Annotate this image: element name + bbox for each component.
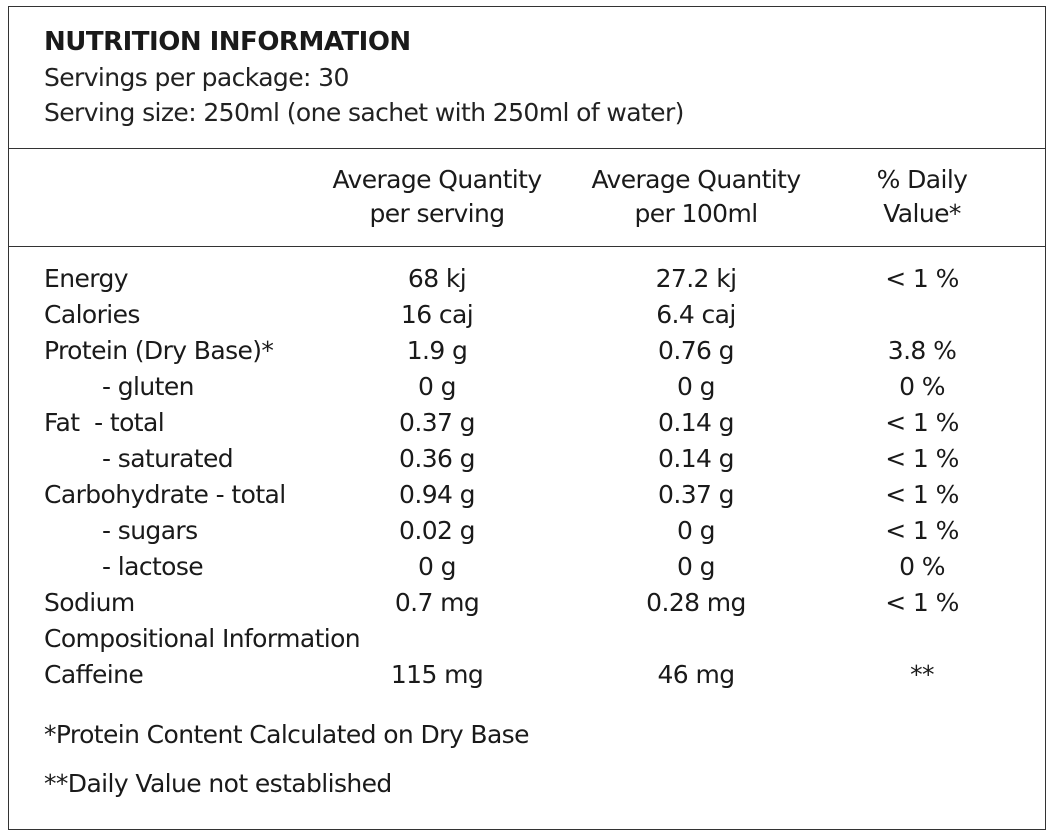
table-row-saturated: - saturated 0.36 g 0.14 g < 1 %: [9, 441, 1045, 477]
panel-title: NUTRITION INFORMATION: [44, 27, 411, 57]
value-per-serving: 115 mg: [390, 660, 484, 689]
serving-size: Serving size: 250ml (one sachet with 250…: [44, 98, 684, 127]
value-daily: **: [910, 660, 934, 689]
value-daily: < 1 %: [885, 480, 959, 509]
column-header-per-100ml: Average Quantity per 100ml: [581, 163, 811, 231]
section-label: Compositional Information: [44, 624, 361, 653]
column-header-line: Average Quantity: [332, 165, 542, 194]
nutrient-label: - sugars: [102, 516, 198, 545]
table-row-sodium: Sodium 0.7 mg 0.28 mg < 1 %: [9, 585, 1045, 621]
value-per-serving: 0.37 g: [399, 408, 475, 437]
value-per-100ml: 0 g: [677, 372, 716, 401]
value-per-100ml: 0.76 g: [658, 336, 734, 365]
table-row-fat-total: Fat - total 0.37 g 0.14 g < 1 %: [9, 405, 1045, 441]
footnote-daily-value: **Daily Value not established: [44, 769, 392, 798]
nutrition-panel: NUTRITION INFORMATION Servings per packa…: [8, 6, 1046, 830]
value-daily: < 1 %: [885, 588, 959, 617]
table-row-protein: Protein (Dry Base)* 1.9 g 0.76 g 3.8 %: [9, 333, 1045, 369]
table-row-caffeine: Caffeine 115 mg 46 mg **: [9, 657, 1045, 693]
nutrient-label: Protein (Dry Base)*: [44, 336, 274, 365]
value-per-serving: 0 g: [418, 552, 457, 581]
table-row-compositional-heading: Compositional Information: [9, 621, 1045, 657]
value-per-serving: 1.9 g: [406, 336, 468, 365]
value-per-serving: 0.7 mg: [394, 588, 480, 617]
value-per-100ml: 46 mg: [657, 660, 736, 689]
panel-header: NUTRITION INFORMATION Servings per packa…: [9, 7, 1045, 149]
table-row-gluten: - gluten 0 g 0 g 0 %: [9, 369, 1045, 405]
value-per-serving: 0.36 g: [399, 444, 475, 473]
value-per-100ml: 0.28 mg: [646, 588, 746, 617]
column-header-row: Average Quantity per serving Average Qua…: [9, 149, 1045, 247]
nutrient-label: Carbohydrate - total: [44, 480, 286, 509]
value-per-serving: 0.02 g: [399, 516, 475, 545]
value-daily: 0 %: [899, 552, 945, 581]
column-header-line: % Daily: [876, 165, 968, 194]
nutrient-label: - lactose: [102, 552, 204, 581]
value-daily: < 1 %: [885, 264, 959, 293]
nutrient-label: - saturated: [102, 444, 234, 473]
nutrient-label: - gluten: [102, 372, 194, 401]
column-header-line: Value*: [883, 199, 961, 228]
footnote-protein: *Protein Content Calculated on Dry Base: [44, 720, 529, 749]
nutrient-label: Energy: [44, 264, 129, 293]
table-row-sugars: - sugars 0.02 g 0 g < 1 %: [9, 513, 1045, 549]
nutrient-label: Fat - total: [44, 408, 165, 437]
table-row-lactose: - lactose 0 g 0 g 0 %: [9, 549, 1045, 585]
column-header-line: per serving: [369, 199, 505, 228]
value-daily: < 1 %: [885, 408, 959, 437]
value-per-100ml: 0 g: [677, 516, 716, 545]
column-header-per-serving: Average Quantity per serving: [322, 163, 552, 231]
value-per-100ml: 0.14 g: [658, 444, 734, 473]
servings-per-package: Servings per package: 30: [44, 63, 349, 92]
value-daily: 0 %: [899, 372, 945, 401]
table-row-carbohydrate: Carbohydrate - total 0.94 g 0.37 g < 1 %: [9, 477, 1045, 513]
value-daily: < 1 %: [885, 444, 959, 473]
value-per-100ml: 0.37 g: [658, 480, 734, 509]
value-per-serving: 68 kj: [407, 264, 467, 293]
value-per-100ml: 0.14 g: [658, 408, 734, 437]
column-header-line: Average Quantity: [591, 165, 801, 194]
value-daily: 3.8 %: [887, 336, 957, 365]
value-per-100ml: 27.2 kj: [655, 264, 737, 293]
table-row-calories: Calories 16 caj 6.4 caj: [9, 297, 1045, 333]
nutrient-label: Sodium: [44, 588, 135, 617]
nutrient-label: Caffeine: [44, 660, 144, 689]
column-header-line: per 100ml: [634, 199, 758, 228]
nutrient-table: Energy 68 kj 27.2 kj < 1 % Calories 16 c…: [9, 261, 1045, 693]
nutrient-label: Calories: [44, 300, 140, 329]
value-per-100ml: 0 g: [677, 552, 716, 581]
column-header-daily-value: % Daily Value*: [852, 163, 992, 231]
value-daily: < 1 %: [885, 516, 959, 545]
value-per-serving: 0 g: [418, 372, 457, 401]
table-row-energy: Energy 68 kj 27.2 kj < 1 %: [9, 261, 1045, 297]
value-per-serving: 16 caj: [400, 300, 474, 329]
value-per-serving: 0.94 g: [399, 480, 475, 509]
value-per-100ml: 6.4 caj: [656, 300, 736, 329]
